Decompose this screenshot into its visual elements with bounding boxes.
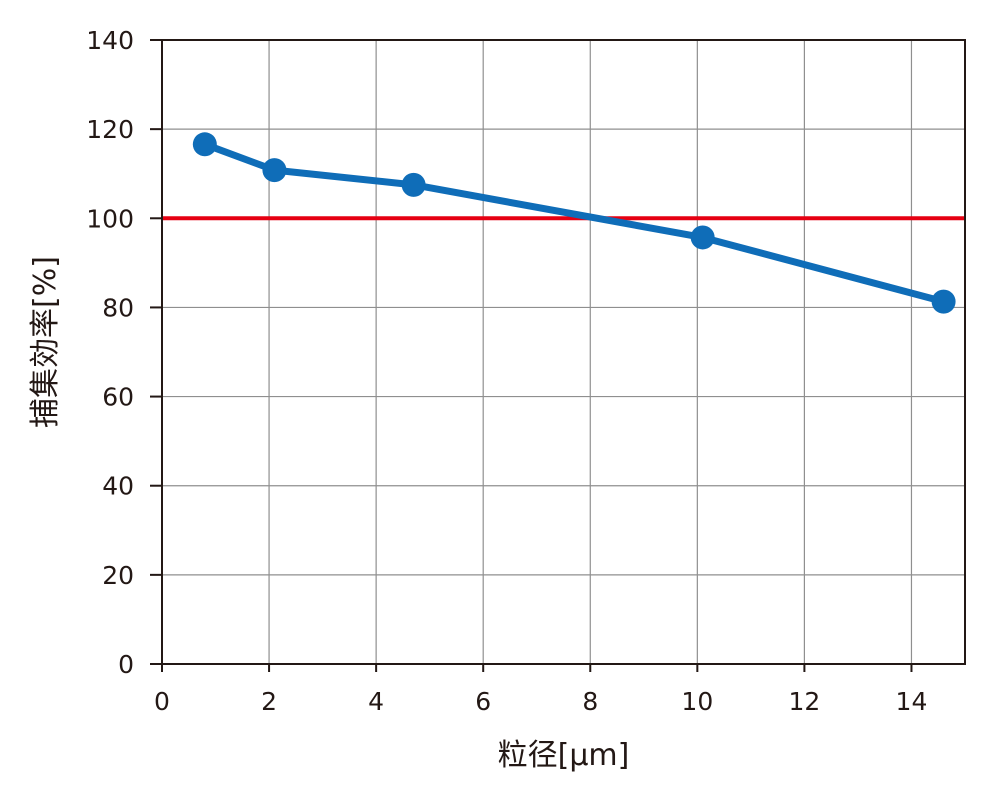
y-tick-label: 60 bbox=[102, 383, 134, 412]
x-tick-label: 4 bbox=[368, 687, 384, 716]
y-tick-label: 120 bbox=[86, 115, 134, 144]
y-tick-label: 0 bbox=[118, 650, 134, 679]
series-line bbox=[201, 140, 948, 306]
x-tick-label: 6 bbox=[475, 687, 491, 716]
y-tick-labels: 0 20 40 60 80 100 120 140 bbox=[86, 26, 134, 679]
data-point bbox=[401, 172, 426, 197]
plot-frame bbox=[161, 39, 966, 665]
grid-lines bbox=[162, 39, 965, 664]
y-tick-label: 20 bbox=[102, 561, 134, 590]
x-axis-title: 粒径[μm] bbox=[498, 738, 630, 773]
x-tick-labels: 0 2 4 6 8 10 12 14 bbox=[154, 687, 927, 716]
x-tick-label: 14 bbox=[896, 687, 928, 716]
y-tick-label: 100 bbox=[86, 204, 134, 233]
data-point bbox=[192, 132, 217, 157]
data-point bbox=[690, 225, 715, 250]
x-tick-label: 0 bbox=[154, 687, 170, 716]
y-axis-title: 捕集効率[%] bbox=[28, 256, 63, 428]
data-point bbox=[262, 158, 287, 183]
y-tick-label: 140 bbox=[86, 26, 134, 55]
y-tick-label: 80 bbox=[102, 293, 134, 322]
data-series bbox=[192, 132, 956, 314]
x-tick-label: 10 bbox=[681, 687, 713, 716]
y-tick-label: 40 bbox=[102, 472, 134, 501]
x-tick-label: 8 bbox=[582, 687, 598, 716]
data-point bbox=[931, 289, 956, 314]
x-tick-label: 12 bbox=[788, 687, 820, 716]
x-tick-label: 2 bbox=[261, 687, 277, 716]
axes bbox=[150, 39, 913, 672]
